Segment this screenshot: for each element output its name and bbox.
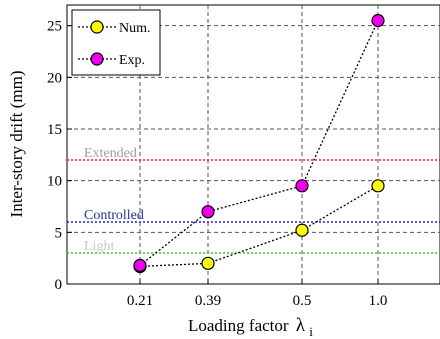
x-axis-title: Loading factor λ i	[188, 315, 313, 339]
legend-marker-num	[90, 20, 104, 34]
reference-label-extended: Extended	[84, 146, 137, 161]
point-exp-3	[371, 13, 385, 28]
y-tick-label: 10	[47, 174, 62, 190]
x-axis-title-symbol: λ	[296, 315, 306, 336]
x-tick-label: 0.21	[127, 293, 153, 309]
legend-label-exp: Exp.	[119, 53, 145, 68]
x-tick-label: 1.0	[369, 293, 388, 309]
point-exp-1	[201, 205, 215, 219]
legend-box	[71, 9, 161, 76]
x-axis-title-subscript: i	[309, 324, 313, 339]
y-axis-ticks: 0 5 10 15 20 25	[47, 19, 72, 293]
y-axis-title: Inter-story drift (mm)	[7, 71, 26, 218]
point-num-3	[371, 179, 385, 193]
plot-frame	[66, 4, 440, 285]
point-exp-2	[295, 179, 309, 193]
point-exp-0	[133, 258, 147, 272]
x-tick-label: 0.5	[293, 293, 312, 309]
series-line-exp	[139, 20, 379, 266]
point-num-1	[201, 256, 215, 270]
reference-label-controlled: Controlled	[84, 208, 144, 223]
legend-marker-exp	[90, 52, 104, 66]
y-tick-label: 15	[47, 122, 62, 138]
legend-label-num: Num.	[119, 21, 151, 36]
x-axis-title-text: Loading factor	[188, 316, 289, 335]
x-tick-label: 0.39	[195, 293, 221, 309]
series-line-num	[139, 185, 379, 268]
x-axis-ticks: 0.21 0.39 0.5 1.0	[127, 279, 388, 309]
series-group	[133, 13, 385, 274]
y-tick-label: 5	[55, 225, 63, 241]
reference-lines: Extended Controlled Light	[67, 146, 440, 254]
y-tick-label: 25	[47, 19, 62, 35]
legend: Num. Exp.	[71, 9, 161, 76]
point-num-2	[295, 223, 309, 237]
y-tick-label: 20	[47, 70, 62, 86]
reference-label-light: Light	[84, 239, 114, 254]
y-tick-label: 0	[55, 277, 63, 293]
